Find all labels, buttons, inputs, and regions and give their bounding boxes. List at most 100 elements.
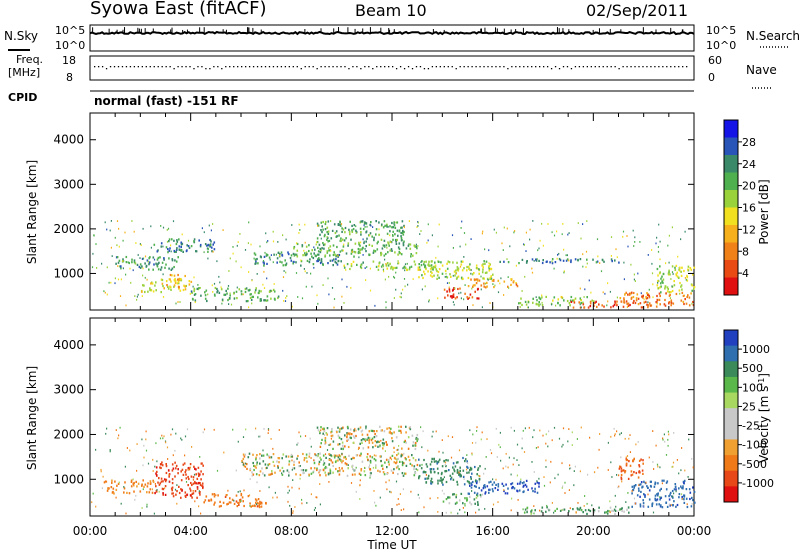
echo-cell	[278, 461, 280, 464]
echo-cell	[437, 472, 440, 475]
echo-cell	[248, 271, 250, 273]
echo-cell	[310, 493, 312, 496]
freq-point	[463, 66, 465, 68]
echo-cell	[320, 429, 322, 432]
echo-cell	[476, 430, 478, 432]
echo-cell	[389, 262, 391, 265]
echo-cell	[320, 237, 322, 240]
echo-cell	[464, 460, 466, 463]
echo-cell	[468, 482, 471, 485]
echo-cell	[459, 469, 461, 472]
echo-cell	[467, 462, 469, 464]
echo-cell	[387, 225, 389, 228]
freq-point	[455, 68, 457, 70]
echo-cell	[358, 446, 360, 449]
echo-cell	[316, 467, 318, 470]
echo-cell	[638, 465, 641, 468]
freq-point	[197, 66, 199, 68]
echo-cell	[495, 427, 497, 430]
echo-cell	[194, 490, 197, 493]
echo-cell	[412, 254, 414, 257]
freq-point	[614, 66, 616, 68]
echo-cell	[400, 231, 402, 235]
echo-cell	[387, 242, 390, 245]
freq-point	[137, 66, 140, 68]
echo-cell	[343, 266, 346, 269]
echo-cell	[324, 442, 326, 445]
echo-cell	[458, 292, 460, 295]
echo-cell	[535, 258, 537, 261]
echo-cell	[688, 296, 691, 299]
echo-cell	[282, 289, 284, 292]
echo-cell	[324, 441, 327, 444]
echo-cell	[142, 284, 144, 287]
echo-cell	[416, 439, 418, 443]
echo-cell	[276, 496, 278, 499]
echo-cell	[645, 297, 648, 300]
echo-cell	[132, 478, 134, 481]
echo-cell	[459, 508, 461, 511]
echo-cell	[536, 481, 539, 484]
echo-cell	[203, 428, 206, 431]
echo-cell	[277, 457, 280, 460]
echo-cell	[655, 301, 657, 304]
echo-cell	[295, 261, 297, 264]
echo-cell	[167, 248, 169, 251]
echo-cell	[256, 505, 259, 508]
echo-cell	[386, 232, 389, 235]
echo-cell	[516, 474, 518, 477]
freq-point	[431, 66, 434, 68]
echo-cell	[190, 280, 193, 283]
echo-cell	[242, 457, 245, 461]
echo-cell	[331, 461, 334, 464]
echo-cell	[632, 295, 635, 299]
echo-cell	[579, 303, 581, 306]
freq-point	[213, 66, 215, 68]
echo-cell	[431, 266, 433, 269]
echo-cell	[423, 506, 425, 509]
echo-cell	[665, 481, 668, 484]
echo-cell	[131, 261, 133, 264]
echo-cell	[690, 505, 693, 508]
echo-cell	[647, 505, 650, 508]
echo-cell	[359, 227, 362, 230]
echo-cell	[189, 293, 191, 295]
echo-cell	[404, 285, 406, 288]
echo-cell	[339, 427, 341, 431]
echo-cell	[399, 252, 401, 255]
echo-cell	[580, 299, 582, 302]
echo-cell	[268, 256, 271, 259]
echo-cell	[91, 266, 94, 269]
echo-cell	[384, 246, 386, 248]
echo-cell	[146, 503, 148, 506]
echo-cell	[692, 486, 694, 489]
echo-cell	[607, 300, 609, 303]
echo-cell	[611, 476, 613, 478]
echo-cell	[672, 496, 674, 499]
colorbar-tick-label: 25	[742, 400, 756, 413]
date-title: 02/Sep/2011	[586, 1, 688, 20]
echo-cell	[507, 285, 509, 288]
echo-cell	[397, 452, 400, 455]
echo-cell	[347, 244, 349, 247]
echo-cell	[320, 426, 322, 429]
echo-cell	[204, 243, 207, 246]
echo-cell	[95, 448, 97, 451]
echo-cell	[369, 474, 372, 477]
echo-cell	[387, 460, 390, 464]
echo-cell	[542, 244, 544, 247]
power-echo-cells	[91, 220, 696, 309]
echo-cell	[147, 462, 150, 465]
echo-cell	[563, 508, 566, 511]
freq-trace	[94, 66, 688, 70]
echo-cell	[314, 507, 316, 509]
echo-cell	[405, 247, 408, 250]
echo-cell	[675, 490, 677, 493]
echo-cell	[237, 241, 239, 243]
echo-cell	[288, 460, 291, 463]
echo-cell	[357, 251, 360, 255]
echo-cell	[410, 265, 413, 268]
echo-cell	[346, 263, 349, 266]
echo-cell	[380, 238, 383, 241]
